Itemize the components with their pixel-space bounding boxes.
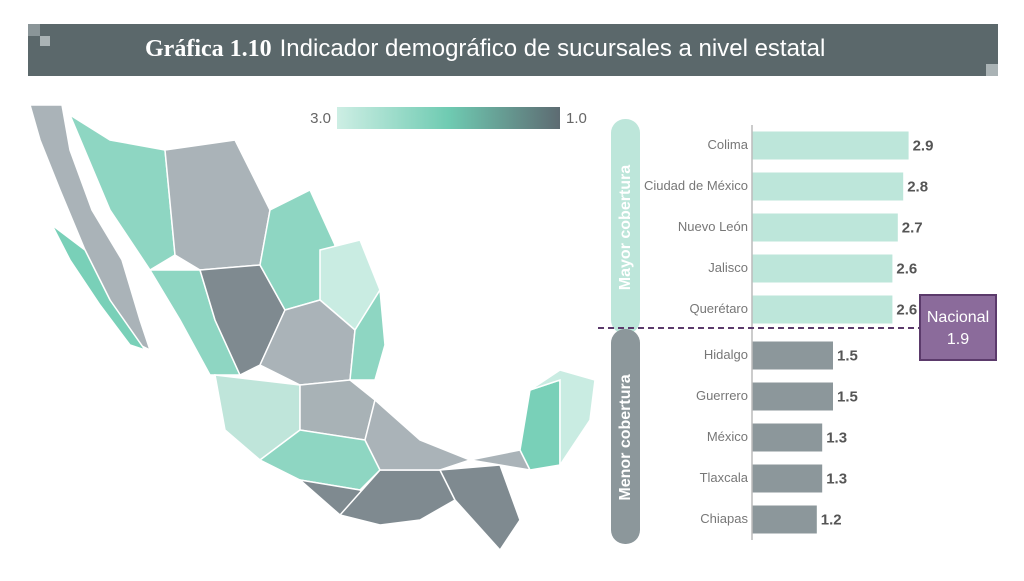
value-label: 2.8 (907, 178, 928, 195)
title-bar (28, 24, 998, 76)
category-label: Nuevo León (678, 219, 748, 234)
group-label: Menor cobertura (617, 374, 634, 500)
bar (752, 254, 893, 283)
chart-title: Gráfica 1.10 Indicador demográfico de suc… (145, 35, 825, 62)
value-label: 1.5 (837, 388, 858, 405)
title-prefix: Gráfica 1.10 (145, 36, 272, 62)
value-label: 1.3 (826, 470, 847, 487)
bar (752, 295, 893, 324)
decoration (28, 24, 40, 36)
bar (752, 382, 833, 411)
bar (752, 131, 909, 160)
category-label: Guerrero (696, 388, 748, 403)
group-pill (611, 329, 640, 544)
category-label: México (707, 429, 748, 444)
value-label: 2.9 (913, 137, 934, 154)
reference-label: Nacional (927, 309, 989, 326)
category-label: Querétaro (689, 301, 748, 316)
category-label: Colima (708, 137, 749, 152)
bar (752, 213, 898, 242)
group-pill (611, 119, 640, 334)
category-label: Ciudad de México (644, 178, 748, 193)
value-label: 1.2 (821, 511, 842, 528)
color-scale-label: 3.0 (310, 110, 331, 127)
decoration (986, 64, 998, 76)
category-label: Chiapas (700, 511, 748, 526)
category-label: Jalisco (708, 260, 748, 275)
title-text: Indicador demográfico de sucursales a ni… (280, 35, 826, 62)
bar (752, 464, 823, 493)
category-label: Tlaxcala (700, 470, 749, 485)
reference-box (919, 294, 997, 361)
value-label: 2.6 (896, 260, 917, 277)
value-label: 2.6 (896, 301, 917, 318)
group-label: Mayor cobertura (617, 165, 634, 290)
value-label: 1.3 (826, 429, 847, 446)
value-label: 1.5 (837, 347, 858, 364)
bar (752, 341, 833, 370)
color-scale (337, 107, 560, 129)
category-label: Hidalgo (704, 347, 748, 362)
reference-value: 1.9 (947, 331, 969, 348)
bar (752, 505, 817, 534)
bar (752, 423, 823, 452)
color-scale-label: 1.0 (566, 110, 587, 127)
map (29, 104, 596, 552)
value-label: 2.7 (902, 219, 923, 236)
bar (752, 172, 904, 201)
decoration (40, 36, 50, 46)
